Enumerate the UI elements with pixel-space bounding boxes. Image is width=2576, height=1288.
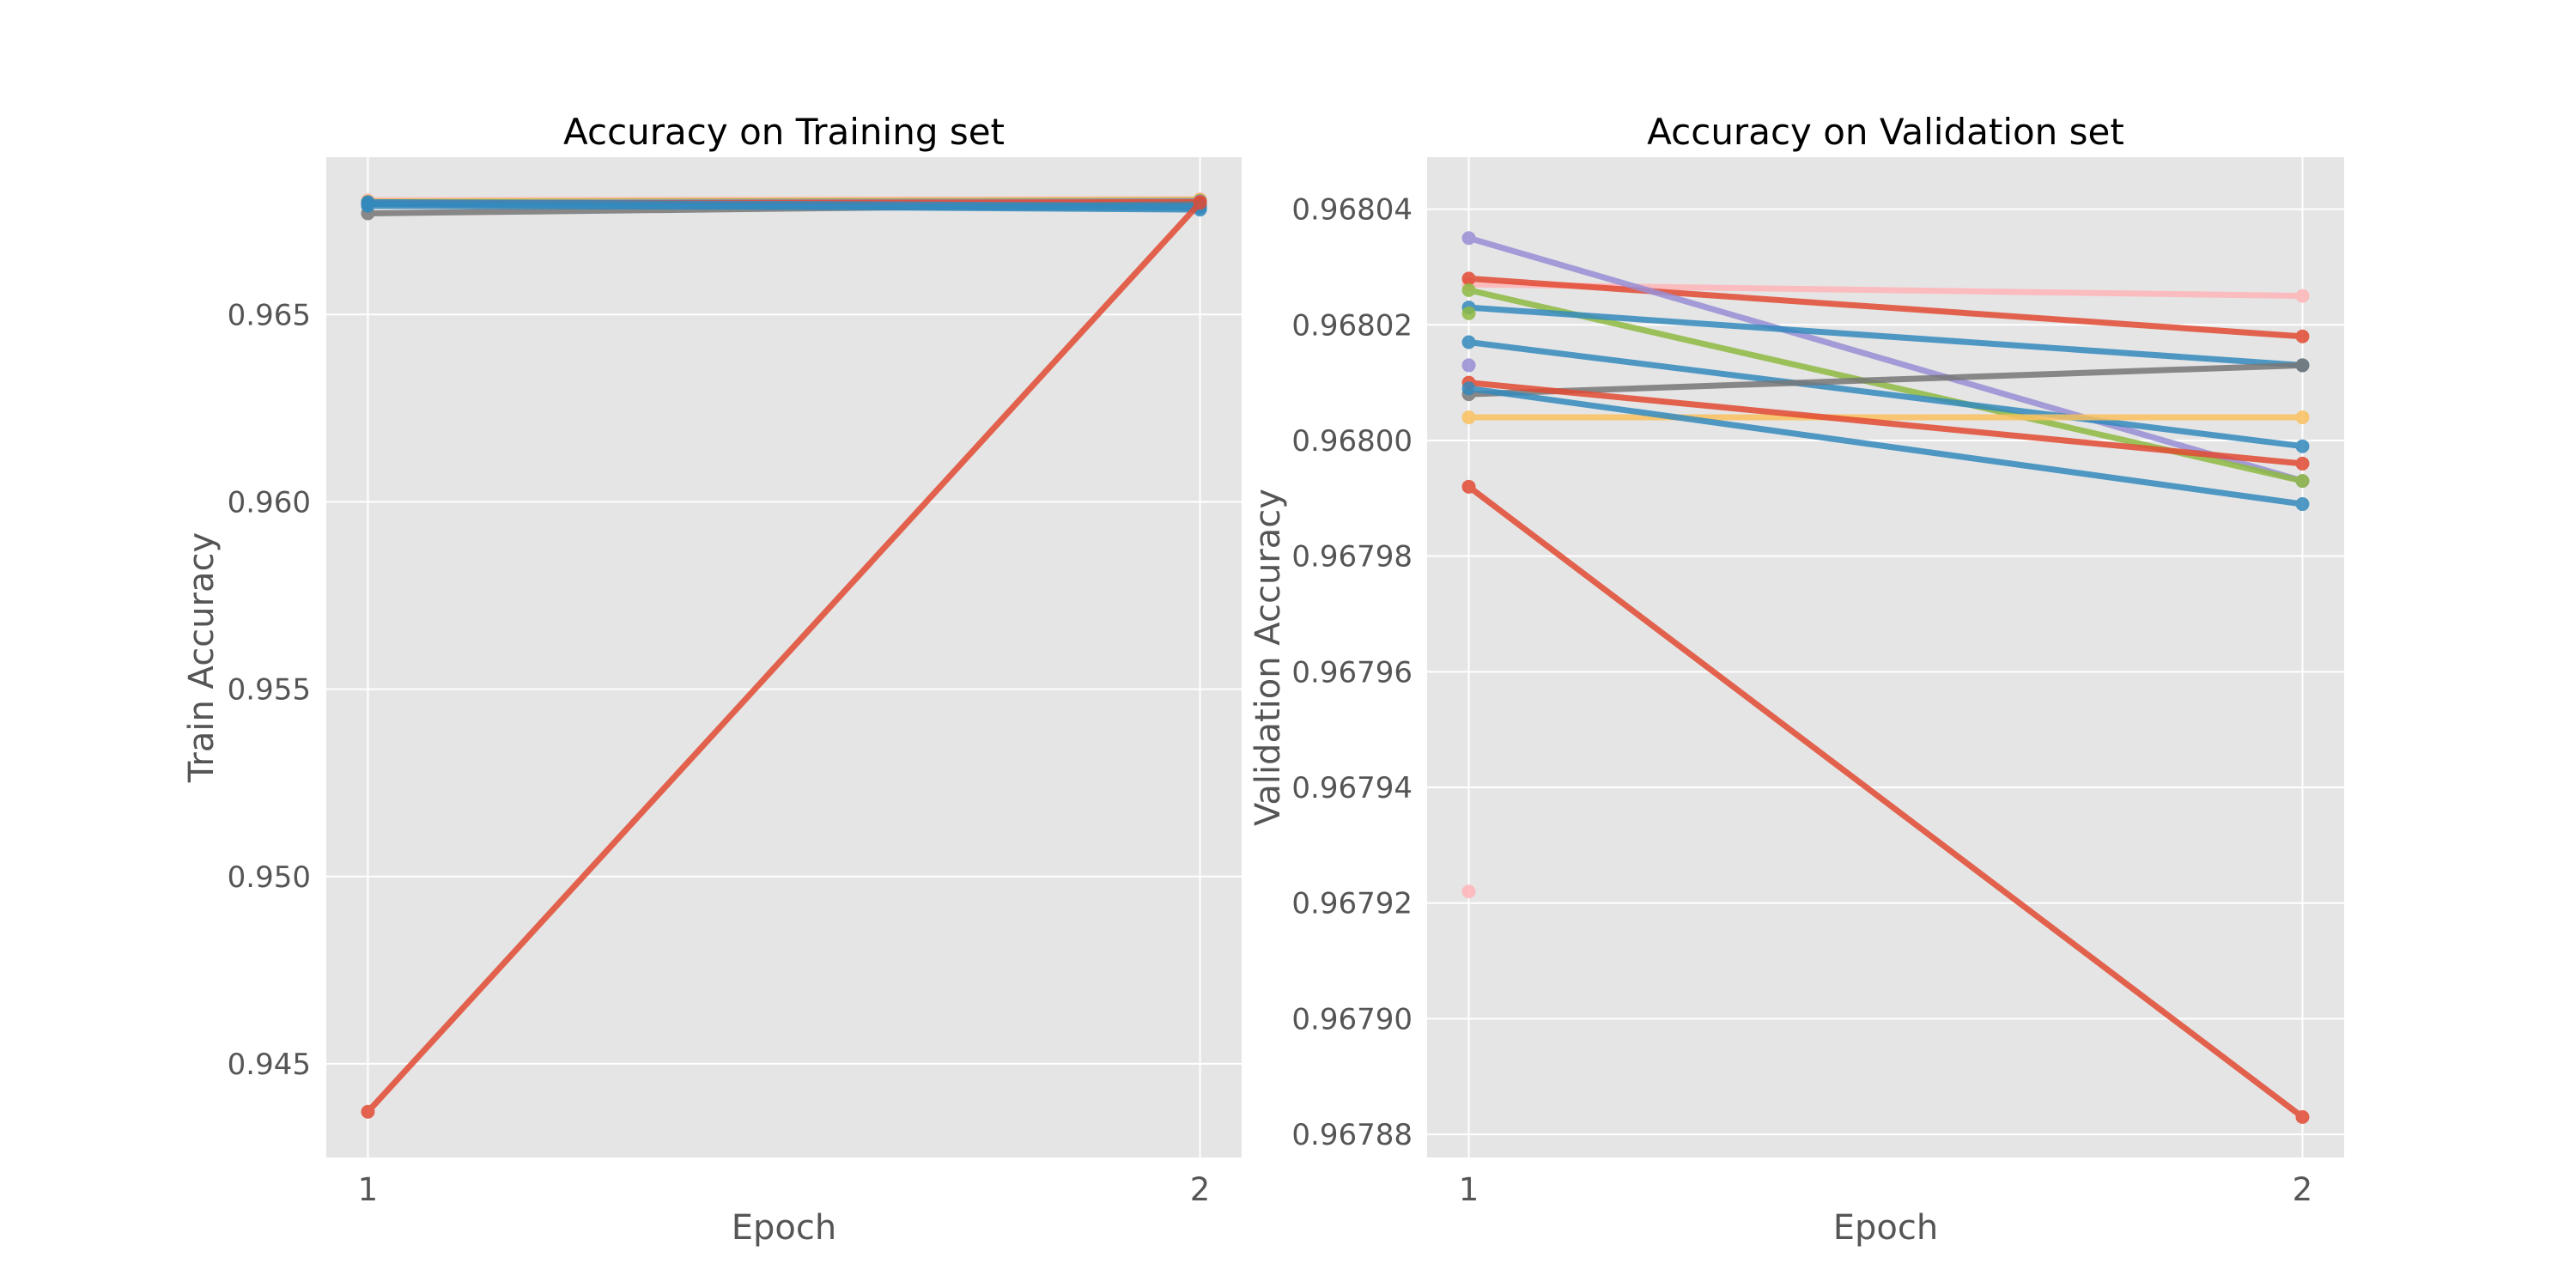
- validation-y-tick-label: 0.96788: [1291, 1118, 1413, 1152]
- validation-data-point: [2295, 410, 2310, 425]
- training-data-point: [1193, 196, 1207, 210]
- validation-data-point: [1461, 271, 1476, 286]
- validation-y-tick-label: 0.96790: [1291, 1002, 1413, 1036]
- training-data-point: [361, 1104, 375, 1119]
- validation-data-point: [1461, 381, 1476, 396]
- training-x-tick-label: 2: [1190, 1171, 1211, 1208]
- validation-plot-area: [1427, 157, 2344, 1157]
- validation-data-point: [1461, 410, 1476, 425]
- validation-y-tick-label: 0.96804: [1291, 193, 1413, 228]
- validation-series-line: [1468, 339, 2303, 450]
- training-y-tick-label: 0.950: [228, 860, 311, 895]
- validation-data-point: [1461, 306, 1476, 320]
- training-data-point: [361, 197, 375, 211]
- validation-data-point: [1461, 283, 1476, 297]
- validation-data-point: [1461, 358, 1476, 373]
- validation-series-11: [1461, 479, 2310, 1124]
- training-grid: [326, 157, 1242, 1157]
- validation-series-2: [1461, 271, 2310, 343]
- validation-series-6: [1461, 335, 2310, 453]
- training-series-line: [365, 200, 1203, 1115]
- validation-x-tick-label: 1: [1459, 1171, 1479, 1208]
- validation-data-point: [2295, 474, 2310, 489]
- validation-y-axis-label: Validation Accuracy: [1249, 489, 1288, 826]
- validation-data-point: [2295, 497, 2310, 512]
- training-y-axis-label: Train Accuracy: [182, 532, 222, 783]
- training-y-tick-label: 0.965: [228, 298, 311, 332]
- validation-data-point: [2295, 1109, 2310, 1124]
- training-series-lines: [361, 191, 1207, 1119]
- validation-accuracy-chart: 0.96788 0.96790 0.96792 0.96794 0.96796 0.967…: [1249, 111, 2344, 1248]
- validation-series-line: [1468, 275, 2303, 340]
- validation-y-tick-label: 0.96798: [1291, 540, 1413, 574]
- training-tick-labels: 0.945 0.950 0.955 0.960 0.965 1 2: [228, 298, 1211, 1208]
- validation-series-line: [1468, 361, 2303, 398]
- validation-series-line: [1468, 385, 2303, 507]
- training-x-tick-label: 1: [358, 1171, 379, 1208]
- validation-data-point: [2295, 289, 2310, 303]
- training-series-10: [361, 196, 1207, 1119]
- training-series-line: [368, 201, 1200, 213]
- training-chart-title: Accuracy on Training set: [563, 111, 1005, 153]
- validation-series-line: [1468, 304, 2303, 368]
- validation-data-point: [2295, 329, 2310, 343]
- validation-y-tick-label: 0.96802: [1291, 308, 1413, 343]
- validation-data-point: [1461, 231, 1476, 246]
- training-y-tick-label: 0.960: [228, 485, 311, 519]
- validation-data-point: [2295, 439, 2310, 453]
- validation-data-point: [1461, 479, 1476, 494]
- validation-y-tick-label: 0.96796: [1291, 655, 1413, 690]
- validation-series-lines: [1461, 231, 2310, 1124]
- validation-x-axis-label: Epoch: [1833, 1208, 1938, 1248]
- validation-series-8: [1461, 410, 2310, 425]
- validation-series-line: [1467, 234, 2304, 484]
- training-accuracy-chart: 0.945 0.950 0.955 0.960 0.965 1 2 Accuracy on …: [182, 111, 1242, 1248]
- validation-data-point: [1461, 335, 1476, 349]
- training-y-tick-label: 0.955: [228, 673, 311, 708]
- validation-data-point: [2295, 358, 2310, 373]
- validation-x-tick-label: 2: [2293, 1171, 2313, 1208]
- validation-y-tick-label: 0.96794: [1291, 771, 1413, 805]
- validation-tick-labels: 0.96788 0.96790 0.96792 0.96794 0.96796 0.967…: [1291, 193, 2312, 1208]
- validation-series-line: [1467, 484, 2305, 1120]
- training-y-tick-label: 0.945: [228, 1048, 311, 1082]
- validation-series-10: [1461, 381, 2310, 512]
- training-x-axis-label: Epoch: [732, 1208, 836, 1248]
- validation-series-line: [1468, 380, 2303, 467]
- validation-grid: [1427, 157, 2344, 1157]
- validation-y-tick-label: 0.96800: [1291, 424, 1413, 459]
- validation-chart-title: Accuracy on Validation set: [1647, 111, 2124, 153]
- validation-y-tick-label: 0.96792: [1291, 887, 1413, 921]
- validation-data-point: [2295, 456, 2310, 471]
- validation-data-point: [1461, 884, 1476, 899]
